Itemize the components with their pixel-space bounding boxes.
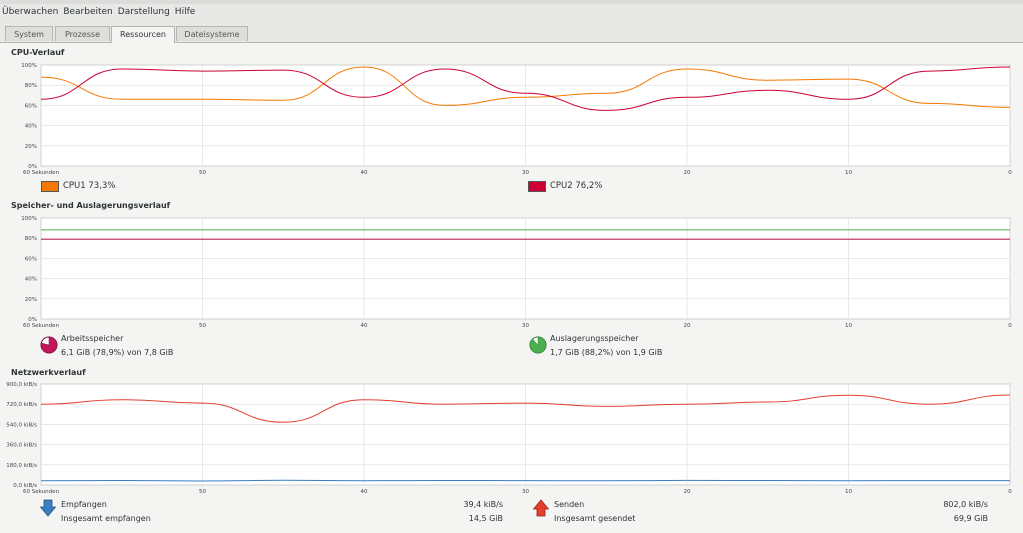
- y-tick-label: 20%: [25, 144, 37, 150]
- cpu2-color-swatch[interactable]: [528, 181, 546, 192]
- download-arrow-icon: [40, 499, 56, 517]
- tab-dateisysteme[interactable]: Dateisysteme: [176, 26, 248, 41]
- x-tick-label: 60 Sekunden: [23, 323, 59, 329]
- upload-arrow-icon: [533, 499, 549, 517]
- receive-line: [40, 479, 1010, 482]
- tab-system[interactable]: System: [5, 26, 53, 41]
- x-tick-label: 10: [845, 170, 852, 176]
- menu-bearbeiten[interactable]: Bearbeiten: [63, 7, 113, 17]
- cpu2-line: [40, 66, 1011, 111]
- x-tick-label: 10: [845, 489, 852, 495]
- y-tick-label: 0%: [28, 164, 37, 170]
- x-tick-label: 50: [199, 323, 206, 329]
- x-tick-label: 10: [845, 323, 852, 329]
- x-tick-label: 0: [1008, 323, 1012, 329]
- cpu-section-title: CPU-Verlauf: [11, 48, 65, 57]
- y-tick-label: 80%: [25, 83, 37, 89]
- y-tick-label: 60%: [25, 103, 37, 109]
- receive-total: 14,5 GiB: [468, 514, 503, 523]
- x-tick-label: 20: [684, 489, 691, 495]
- y-tick-label: 360,0 kiB/s: [6, 443, 37, 449]
- ram-pie-icon[interactable]: [40, 336, 58, 354]
- send-rate: 802,0 kiB/s: [943, 500, 988, 509]
- y-tick-label: 180,0 kiB/s: [6, 463, 37, 469]
- x-tick-label: 50: [199, 489, 206, 495]
- y-tick-label: 40%: [25, 124, 37, 130]
- y-tick-label: 100%: [21, 216, 37, 222]
- receive-total-label: Insgesamt empfangen: [61, 514, 151, 523]
- x-tick-label: 60 Sekunden: [23, 489, 59, 495]
- x-tick-label: 20: [684, 323, 691, 329]
- memory-section-title: Speicher- und Auslagerungsverlauf: [11, 201, 171, 210]
- x-tick-label: 50: [199, 170, 206, 176]
- cpu-history-graph: 100% 80% 60% 40% 20% 0%60 Sekunden 50 40 30 20 10 0: [21, 63, 1012, 176]
- window-titlebar: [0, 0, 1023, 4]
- x-tick-label: 60 Sekunden: [23, 170, 59, 176]
- tab-ressourcen[interactable]: Ressourcen: [111, 26, 175, 43]
- swap-pie-icon[interactable]: [529, 336, 547, 354]
- x-tick-label: 40: [361, 170, 368, 176]
- memory-history-graph: 100% 80% 60% 40% 20% 0%60 Sekunden 50 40 30 20 10 0: [21, 216, 1012, 329]
- send-line: [40, 394, 1011, 423]
- menu-ueberwachen[interactable]: Überwachen: [2, 7, 59, 17]
- y-tick-label: 0,0 kiB/s: [13, 483, 37, 489]
- y-tick-label: 40%: [25, 277, 37, 283]
- tab-prozesse[interactable]: Prozesse: [55, 26, 110, 41]
- x-tick-label: 30: [522, 489, 529, 495]
- x-tick-label: 30: [522, 323, 529, 329]
- tab-bar: System Prozesse Ressourcen Dateisysteme: [0, 26, 1023, 43]
- menu-darstellung[interactable]: Darstellung: [117, 7, 170, 17]
- swap-value: 1,7 GiB (88,2%) von 1,9 GiB: [550, 348, 663, 357]
- y-tick-label: 900,0 kiB/s: [6, 382, 37, 388]
- y-tick-label: 720,0 kiB/s: [6, 402, 37, 408]
- cpu1-legend-label: CPU1 73,3%: [63, 181, 116, 191]
- y-tick-label: 540,0 kiB/s: [6, 422, 37, 428]
- network-section-title: Netzwerkverlauf: [11, 368, 86, 377]
- swap-label: Auslagerungsspeicher: [550, 334, 639, 343]
- menubar: Überwachen Bearbeiten Darstellung Hilfe: [0, 4, 1023, 21]
- y-tick-label: 100%: [21, 63, 37, 69]
- cpu2-legend-label: CPU2 76,2%: [550, 181, 603, 191]
- y-tick-label: 20%: [25, 297, 37, 303]
- menu-hilfe[interactable]: Hilfe: [174, 7, 196, 17]
- send-total: 69,9 GiB: [953, 514, 988, 523]
- x-tick-label: 0: [1008, 489, 1012, 495]
- cpu1-color-swatch[interactable]: [41, 181, 59, 192]
- send-label: Senden: [554, 500, 585, 509]
- x-tick-label: 0: [1008, 170, 1012, 176]
- send-total-label: Insgesamt gesendet: [554, 514, 636, 523]
- ram-value: 6,1 GiB (78,9%) von 7,8 GiB: [61, 348, 174, 357]
- y-tick-label: 0%: [28, 317, 37, 323]
- x-tick-label: 40: [361, 323, 368, 329]
- resources-panel: CPU-Verlauf 100% 80% 60% 40% 20% 0% 60 Sekunde…: [0, 43, 1023, 533]
- x-tick-label: 20: [684, 170, 691, 176]
- network-history-graph: 900,0 kiB/s 720,0 kiB/s 540,0 kiB/s 360,0 k…: [6, 382, 1012, 495]
- y-tick-label: 80%: [25, 236, 37, 242]
- x-tick-label: 40: [361, 489, 368, 495]
- receive-rate: 39,4 kiB/s: [463, 500, 503, 509]
- ram-label: Arbeitsspeicher: [61, 334, 124, 343]
- cpu1-line: [40, 66, 1011, 108]
- receive-label: Empfangen: [61, 500, 107, 509]
- x-tick-label: 30: [522, 170, 529, 176]
- y-tick-label: 60%: [25, 256, 37, 262]
